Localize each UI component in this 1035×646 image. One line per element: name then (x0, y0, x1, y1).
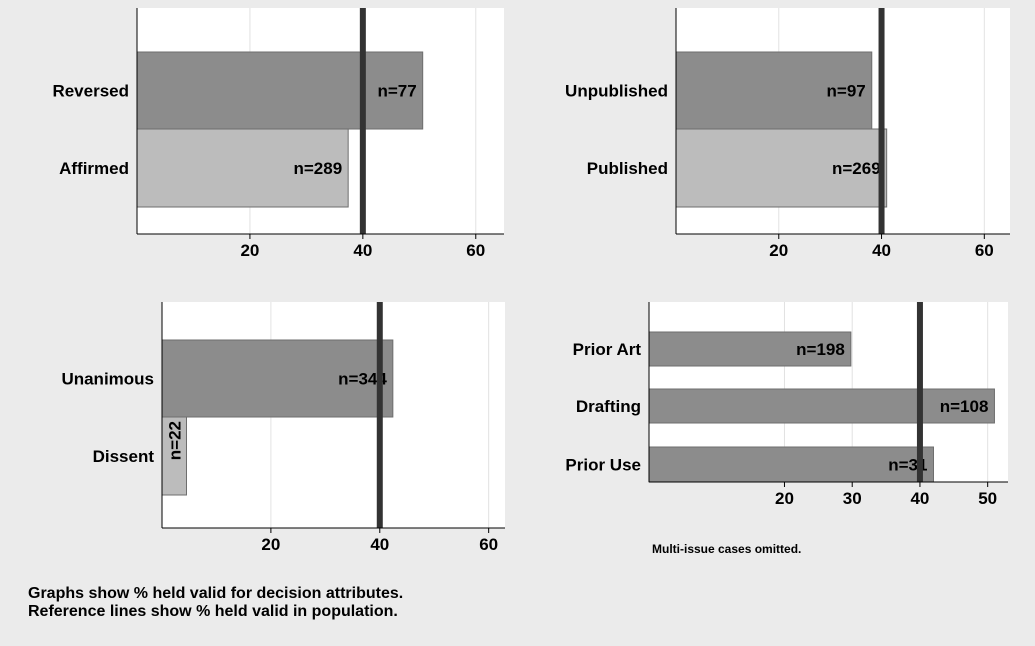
category-label-dissent: Dissent (93, 447, 155, 466)
x-tick-label: 60 (479, 535, 498, 554)
x-tick-label: 40 (910, 489, 929, 508)
bar-unpublished (675, 51, 873, 130)
footer-note-line-1: Graphs show % held valid for decision at… (28, 585, 404, 602)
panel-publication-status: Unpublished n=97 Published n=269 20 40 60 (565, 8, 1010, 260)
data-label: n=77 (377, 82, 416, 101)
panel-panel-agreement: Unanimous n=344 Dissent n=22 20 40 60 (61, 302, 505, 554)
bar-drafting (648, 388, 995, 424)
x-tick-label: 20 (261, 535, 280, 554)
x-tick-label: 40 (872, 241, 891, 260)
data-label: n=108 (940, 397, 989, 416)
bar-published (675, 128, 888, 208)
x-tick-label: 60 (466, 241, 485, 260)
x-tick-label: 30 (843, 489, 862, 508)
category-label-published: Published (587, 159, 668, 178)
bar-reversed (136, 51, 424, 130)
panel-note: Multi-issue cases omitted. (652, 542, 801, 556)
footer-note-line-2: Reference lines show % held valid in pop… (28, 603, 398, 620)
category-label-unpublished: Unpublished (565, 82, 668, 101)
x-tick-label: 40 (370, 535, 389, 554)
bar-affirmed (136, 128, 349, 208)
data-label: n=289 (293, 159, 342, 178)
data-label: n=269 (832, 159, 881, 178)
category-label-reversed: Reversed (52, 82, 129, 101)
x-tick-label: 50 (978, 489, 997, 508)
bar-prior-use (648, 446, 934, 483)
x-tick-label: 60 (975, 241, 994, 260)
data-label: n=97 (827, 82, 866, 101)
panel-decision-outcome: Reversed n=77 Affirmed n=289 20 40 60 (52, 8, 504, 260)
data-label: n=198 (796, 340, 845, 359)
data-label: n=344 (338, 370, 387, 389)
x-tick-label: 40 (353, 241, 372, 260)
category-label-drafting: Drafting (576, 397, 641, 416)
bar-prior-art (648, 331, 852, 367)
bar-dissent (161, 416, 187, 496)
data-label: n=22 (165, 421, 184, 460)
category-label-prior-art: Prior Art (573, 340, 642, 359)
x-tick-label: 20 (775, 489, 794, 508)
x-tick-label: 20 (240, 241, 259, 260)
category-label-unanimous: Unanimous (61, 370, 154, 389)
category-label-prior-use: Prior Use (565, 456, 641, 475)
x-tick-label: 20 (769, 241, 788, 260)
category-label-affirmed: Affirmed (59, 159, 129, 178)
